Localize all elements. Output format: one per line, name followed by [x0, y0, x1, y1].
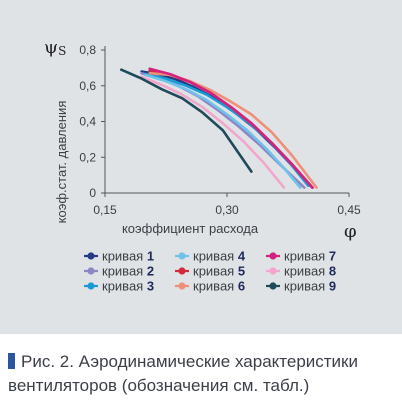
legend-swatch-dot-4 — [178, 252, 186, 260]
caption-marker-icon — [8, 353, 15, 369]
legend-number: 9 — [329, 279, 336, 294]
chart-figure: 0 0,2 0,4 0,6 0,8 0,15 0,30 0,45 ψS φ коэффициент … — [0, 0, 402, 334]
legend-swatch-dot-9 — [269, 282, 277, 290]
figure-caption: Рис. 2. Аэродинамические характеристики … — [8, 350, 398, 398]
y-tick-label: 0,4 — [79, 115, 96, 129]
legend-number: 6 — [238, 279, 245, 294]
x-tick-label: 0,15 — [93, 203, 117, 217]
legend-swatch-dot-1 — [87, 252, 95, 260]
legend-entry-8: кривая 8 — [284, 264, 336, 279]
legend-entry-9: кривая 9 — [284, 279, 336, 294]
legend-label: кривая — [193, 264, 238, 279]
y-axis-symbol: ψS — [44, 37, 66, 58]
legend-number: 3 — [147, 279, 154, 294]
x-axis-symbol: φ — [344, 221, 357, 242]
legend-entry-1: кривая 1 — [102, 249, 154, 264]
legend-entry-3: кривая 3 — [102, 279, 154, 294]
legend-swatch-dot-8 — [269, 267, 277, 275]
legend-label: кривая — [284, 264, 329, 279]
chart-svg: 00,20,40,60,80,15 0,30 0,45ψSφкоэффициент … — [44, 37, 361, 294]
legend-number: 5 — [238, 264, 245, 279]
y-tick-label: 0,2 — [79, 150, 96, 164]
legend-number: 4 — [238, 249, 246, 264]
y-tick-label: 0 — [89, 186, 96, 200]
legend-entry-7: кривая 7 — [284, 249, 336, 264]
legend-label: кривая — [102, 264, 147, 279]
legend-label: кривая — [193, 279, 238, 294]
legend-swatch-dot-6 — [178, 282, 186, 290]
x-tick-label: 0,45 — [337, 203, 361, 217]
series-line-9 — [120, 68, 253, 173]
y-tick-label: 0,6 — [79, 79, 96, 93]
legend-swatch-dot-5 — [178, 267, 186, 275]
caption-text: Рис. 2. Аэродинамические характеристики … — [8, 352, 358, 395]
legend-number: 2 — [147, 264, 154, 279]
chart-axes: 00,20,40,60,80,15 0,30 0,45ψSφкоэффициент … — [44, 37, 361, 242]
series-line-7 — [148, 67, 314, 189]
legend-label: кривая — [284, 279, 329, 294]
series-line-4 — [144, 73, 302, 189]
legend-swatch-dot-3 — [87, 282, 95, 290]
legend-number: 7 — [329, 249, 336, 264]
legend-label: кривая — [102, 249, 147, 264]
legend-number: 1 — [147, 249, 154, 264]
legend-entry-6: кривая 6 — [193, 279, 245, 294]
x-axis-label: коэффициент расхода — [122, 221, 259, 236]
series-line-8 — [140, 75, 286, 189]
legend-entry-2: кривая 2 — [102, 264, 154, 279]
y-symbol-main: ψ — [44, 37, 58, 58]
chart-series-layer — [120, 67, 318, 189]
legend-label: кривая — [193, 249, 238, 264]
legend-entry-5: кривая 5 — [193, 264, 245, 279]
legend-swatch-dot-7 — [269, 252, 277, 260]
legend-entry-4: кривая 4 — [193, 249, 246, 264]
y-tick-label: 0,8 — [79, 43, 96, 57]
legend-swatch-dot-2 — [87, 267, 95, 275]
y-axis-label: коэф.стат. давления — [54, 101, 69, 224]
legend-label: кривая — [102, 279, 147, 294]
y-symbol-subscript: S — [58, 44, 66, 58]
legend-label: кривая — [284, 249, 329, 264]
legend-number: 8 — [329, 264, 336, 279]
x-tick-label: 0,30 — [215, 203, 239, 217]
